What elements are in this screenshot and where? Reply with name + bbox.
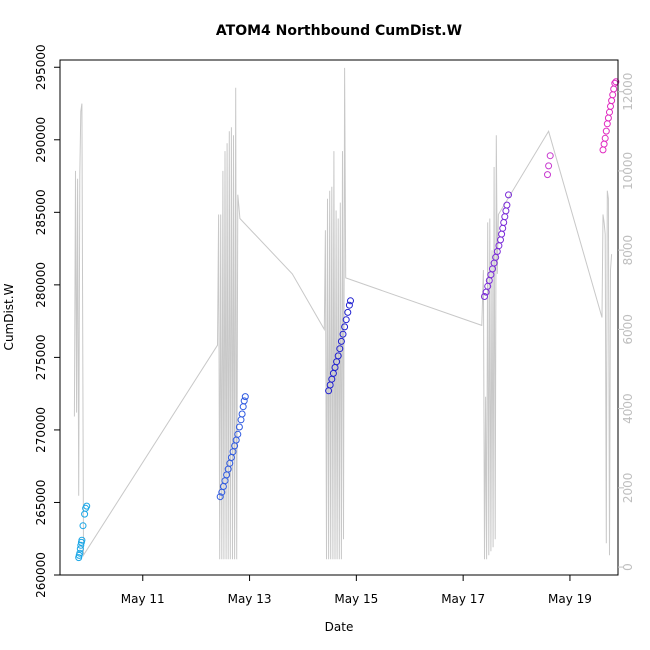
data-point — [337, 337, 345, 345]
x-axis-label: Date — [325, 620, 354, 634]
y-tick-label: 265000 — [34, 480, 48, 526]
data-point — [601, 134, 609, 142]
secondary-y-tick-label: 12000 — [621, 73, 635, 111]
plot-frame — [59, 59, 619, 576]
secondary-y-tick-label: 6000 — [621, 314, 635, 345]
y-axis: 260000 265000 270000 275000 280000 285000 2900… — [34, 44, 60, 598]
data-point — [76, 549, 84, 557]
y-tick-label: 280000 — [34, 262, 48, 308]
data-point — [342, 316, 350, 324]
data-point — [503, 201, 511, 209]
data-point — [505, 191, 512, 199]
chart-title: ATOM4 Northbound CumDist.W — [216, 23, 462, 39]
data-point — [334, 352, 342, 360]
y-tick-label: 270000 — [34, 407, 48, 453]
data-point — [77, 541, 85, 549]
data-point — [344, 308, 352, 316]
y-tick-label: 295000 — [34, 44, 48, 90]
data-point — [546, 152, 554, 160]
data-point — [336, 345, 344, 353]
secondary-y-tick-label: 4000 — [621, 393, 635, 424]
x-tick-label: May 17 — [441, 592, 485, 606]
points-layer — [75, 78, 620, 562]
data-point — [347, 297, 354, 305]
secondary-y-tick-label: 2000 — [621, 473, 635, 504]
data-point — [241, 393, 249, 401]
y-tick-label: 285000 — [34, 189, 48, 235]
secondary-y-tick-label: 0 — [621, 563, 635, 571]
data-point — [234, 430, 242, 438]
data-point — [238, 410, 246, 418]
data-point — [481, 293, 488, 300]
data-point — [79, 522, 87, 530]
data-point — [76, 545, 84, 553]
x-axis: May 11 May 13 May 15 May 17 May 19 — [121, 575, 592, 606]
data-point — [602, 127, 610, 135]
secondary-y-axis: 0 2000 4000 6000 8000 10000 12000 — [618, 73, 635, 571]
data-point — [240, 397, 248, 405]
data-point — [83, 502, 91, 510]
secondary-y-tick-label: 10000 — [621, 152, 635, 190]
y-tick-label: 290000 — [34, 117, 48, 163]
x-tick-label: May 13 — [228, 592, 272, 606]
y-tick-label: 275000 — [34, 334, 48, 380]
data-point — [544, 171, 551, 179]
data-point — [216, 493, 224, 501]
data-point — [612, 78, 620, 86]
x-tick-label: May 15 — [334, 592, 378, 606]
data-point — [345, 301, 353, 309]
data-point — [235, 423, 243, 431]
x-tick-label: May 11 — [121, 592, 165, 606]
data-point — [341, 323, 349, 331]
x-tick-label: May 19 — [548, 592, 592, 606]
secondary-y-tick-label: 8000 — [621, 235, 635, 266]
data-point — [78, 536, 86, 544]
data-point — [339, 330, 347, 338]
y-tick-label: 260000 — [34, 552, 48, 598]
data-point — [545, 162, 553, 170]
y-axis-label: CumDist.W — [2, 283, 16, 350]
